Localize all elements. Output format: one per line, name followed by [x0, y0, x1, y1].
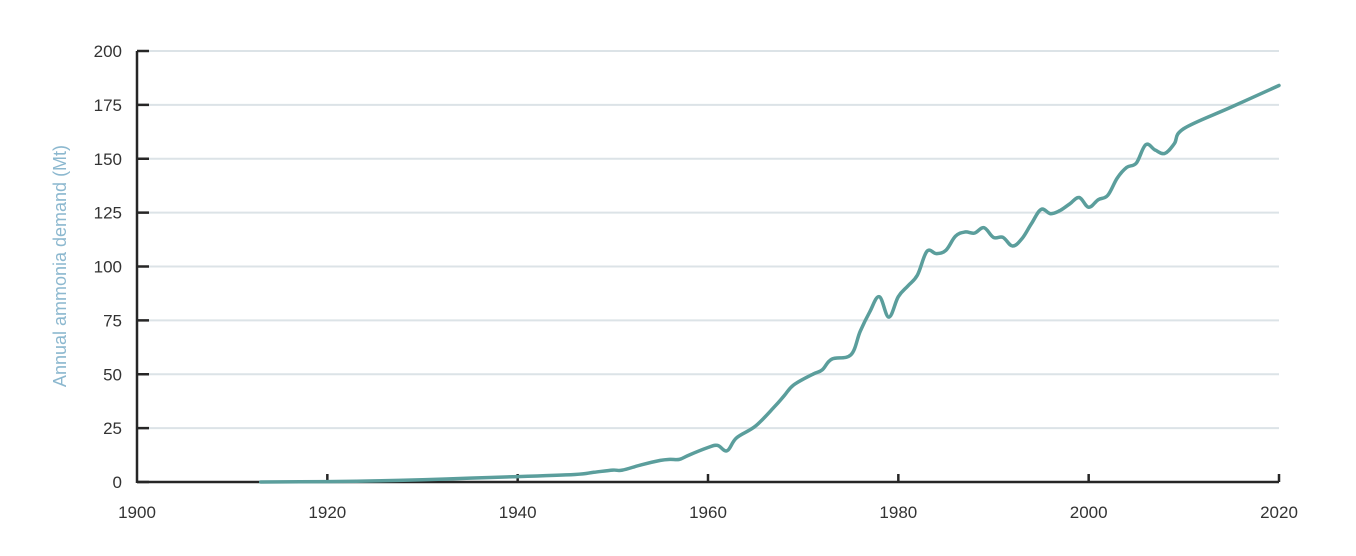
ammonia-demand-line: [258, 83, 1281, 484]
y-tick-label: 25: [103, 419, 122, 438]
x-tick-label: 2000: [1070, 503, 1108, 522]
y-tick-label: 175: [94, 96, 122, 115]
y-tick-label: 75: [103, 311, 122, 330]
y-tick-label: 100: [94, 258, 122, 277]
x-tick-label: 1940: [499, 503, 537, 522]
x-tick-label: 1900: [118, 503, 156, 522]
y-tick-label: 50: [103, 365, 122, 384]
x-tick-label: 1920: [308, 503, 346, 522]
x-tick-label: 1980: [879, 503, 917, 522]
y-axis: 0 25 50 75 100 125 150 175 200: [94, 42, 149, 492]
y-tick-label: 125: [94, 204, 122, 223]
gridlines: [137, 50, 1279, 430]
y-tick-label: 150: [94, 150, 122, 169]
x-tick-label: 1960: [689, 503, 727, 522]
y-axis-title: Annual ammonia demand (Mt): [50, 145, 70, 387]
y-tick-label: 200: [94, 42, 122, 61]
y-tick-label: 0: [113, 473, 122, 492]
x-tick-label: 2020: [1260, 503, 1298, 522]
